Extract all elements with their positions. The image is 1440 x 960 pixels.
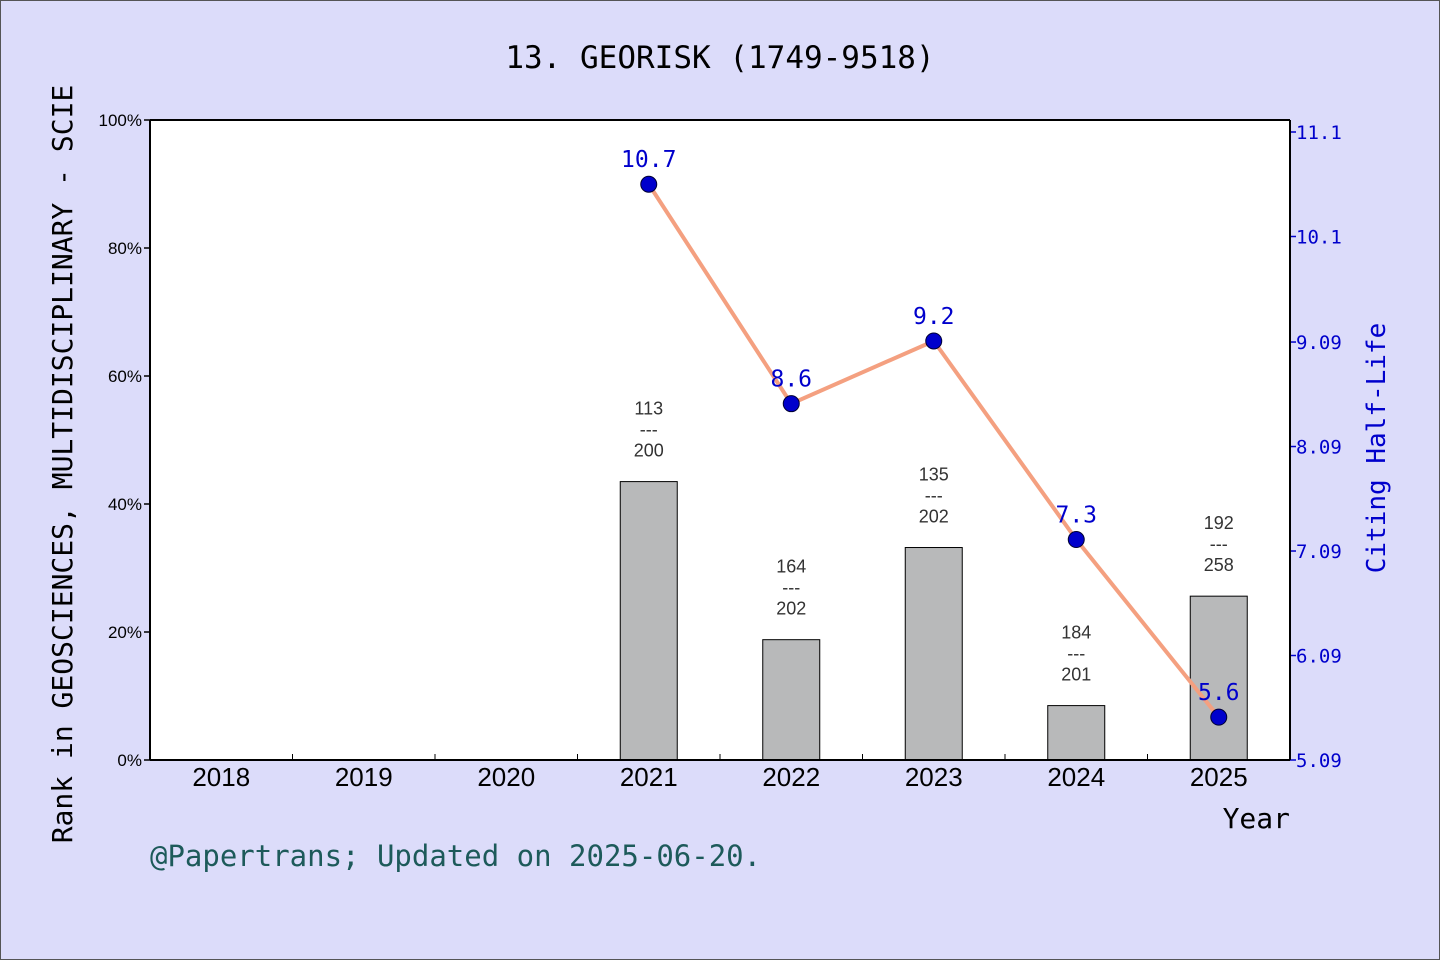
x-tick-label: 2019 xyxy=(335,762,393,792)
half-life-marker xyxy=(782,395,800,413)
bar-label-total: 202 xyxy=(776,599,806,619)
rank-bar xyxy=(762,639,821,761)
y-axis-label: Rank in GEOSCIENCES, MULTIDISCIPLINARY -… xyxy=(46,85,79,844)
y-tick-label: 40% xyxy=(108,495,142,514)
bar-label-rank: 135 xyxy=(919,465,949,485)
y2-tick-label: 9.09 xyxy=(1296,332,1342,354)
rank-bar xyxy=(904,547,963,761)
y2-tick-label: 11.1 xyxy=(1296,122,1342,144)
bar-label-total: 202 xyxy=(919,507,949,527)
y-tick-label: 0% xyxy=(117,751,142,770)
bar-label-separator: --- xyxy=(1067,644,1085,664)
bar-label-total: 200 xyxy=(634,441,664,461)
bar-label-rank: 164 xyxy=(776,557,806,577)
x-tick-label: 2020 xyxy=(477,762,535,792)
rank-bar xyxy=(1047,705,1106,761)
x-tick-label: 2023 xyxy=(905,762,963,792)
rank-bar xyxy=(1189,595,1248,761)
y2-tick-label: 5.09 xyxy=(1296,750,1342,772)
bar-label-separator: --- xyxy=(782,578,800,598)
rank-bar xyxy=(619,481,678,761)
half-life-label: 5.6 xyxy=(1198,680,1240,706)
half-life-marker xyxy=(1210,708,1228,726)
y2-tick-label: 8.09 xyxy=(1296,437,1342,459)
y-tick-label: 80% xyxy=(108,239,142,258)
bar-label-total: 201 xyxy=(1061,665,1091,685)
bar-label-separator: --- xyxy=(640,420,658,440)
y-tick-label: 60% xyxy=(108,367,142,386)
y2-tick-label: 10.1 xyxy=(1296,226,1342,248)
half-life-marker xyxy=(925,332,943,350)
half-life-label: 7.3 xyxy=(1055,503,1097,529)
x-tick-label: 2018 xyxy=(192,762,250,792)
y2-axis-label: Citing Half-Life xyxy=(1362,323,1392,573)
plot-background xyxy=(150,120,1290,760)
chart-title: 13. GEORISK (1749-9518) xyxy=(505,40,934,76)
y-tick-label: 100% xyxy=(99,111,142,130)
x-tick-label: 2024 xyxy=(1047,762,1105,792)
x-tick-label: 2022 xyxy=(762,762,820,792)
y2-tick-label: 7.09 xyxy=(1296,541,1342,563)
half-life-marker xyxy=(640,175,658,193)
bar-label-separator: --- xyxy=(925,486,943,506)
half-life-label: 10.7 xyxy=(621,147,676,173)
bar-label-separator: --- xyxy=(1210,534,1228,554)
bar-label-rank: 192 xyxy=(1204,513,1234,533)
x-tick-label: 2025 xyxy=(1190,762,1248,792)
y2-tick-label: 6.09 xyxy=(1296,646,1342,668)
half-life-label: 8.6 xyxy=(770,367,812,393)
bar-label-total: 258 xyxy=(1204,555,1234,575)
x-tick-label: 2021 xyxy=(620,762,678,792)
plot-area: 0% 20% 40% 60% 80% 100% 5.09 6.09 7.09 8.09 9.09 10… xyxy=(99,111,1342,792)
half-life-marker xyxy=(1067,531,1085,549)
half-life-label: 9.2 xyxy=(913,304,955,330)
x-axis-label: Year xyxy=(1223,802,1290,835)
bar-label-rank: 184 xyxy=(1061,623,1091,643)
footer-text: @Papertrans; Updated on 2025-06-20. xyxy=(150,839,761,873)
y-tick-label: 20% xyxy=(108,623,142,642)
bar-label-rank: 113 xyxy=(634,399,663,419)
